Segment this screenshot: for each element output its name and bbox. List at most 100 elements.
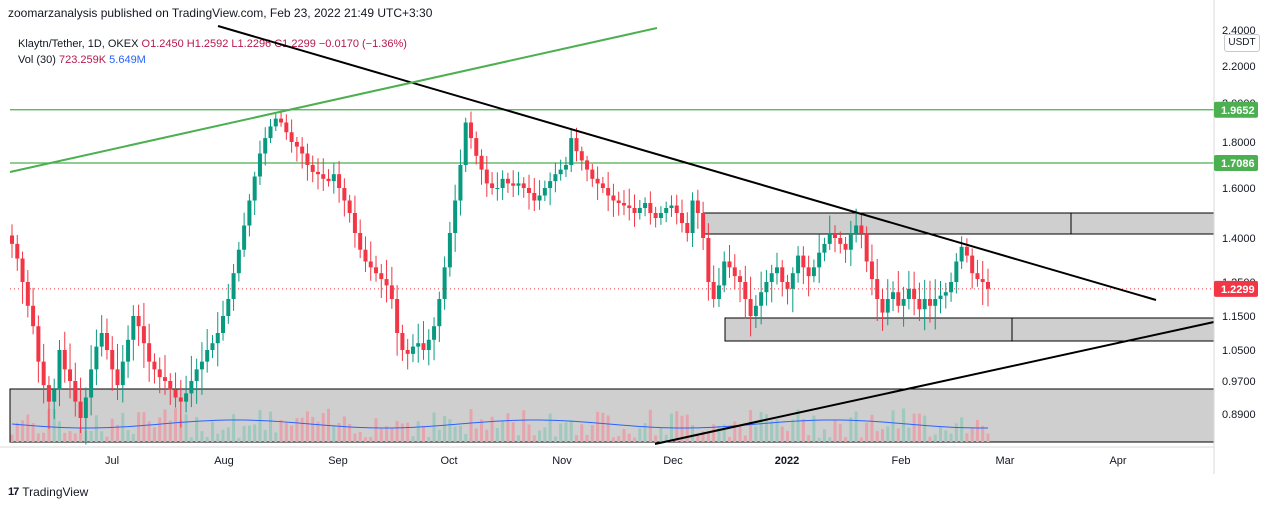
volume-bar bbox=[210, 421, 214, 442]
volume-bar bbox=[939, 426, 943, 442]
candle-body bbox=[400, 333, 405, 350]
volume-bar bbox=[501, 420, 505, 442]
candle-body bbox=[152, 361, 157, 370]
volume-bar bbox=[163, 409, 167, 442]
volume-bar bbox=[358, 431, 362, 442]
candle-body bbox=[147, 343, 152, 362]
volume-bar bbox=[622, 429, 626, 442]
candle-body bbox=[548, 181, 553, 188]
volume-bar bbox=[73, 433, 77, 442]
candle-body bbox=[854, 225, 859, 233]
volume-bar bbox=[875, 431, 879, 442]
volume-bar bbox=[305, 411, 309, 442]
candle-body bbox=[368, 261, 373, 268]
trendlines bbox=[9, 25, 1215, 445]
volume-bar bbox=[775, 419, 779, 442]
candle-body bbox=[848, 233, 853, 250]
symbol-label[interactable]: Klaytn/Tether, 1D, OKEX bbox=[18, 38, 139, 50]
volume-bar bbox=[321, 413, 325, 442]
y-tick-label: 2.4000 bbox=[1222, 25, 1256, 37]
volume-bar bbox=[31, 423, 35, 442]
volume-bar bbox=[822, 429, 826, 442]
volume-bar bbox=[406, 422, 410, 442]
volume-bar bbox=[891, 410, 895, 442]
candle-body bbox=[432, 326, 437, 340]
candle-body bbox=[294, 142, 299, 147]
candle-body bbox=[711, 282, 716, 299]
y-tick-label: 2.2000 bbox=[1222, 61, 1256, 73]
candle-body bbox=[68, 369, 73, 381]
candle-body bbox=[869, 261, 874, 280]
volume-bar bbox=[490, 416, 494, 442]
volume-bar bbox=[975, 419, 979, 442]
candle-body bbox=[141, 326, 146, 344]
axes: 2.40002.20002.00001.80001.60001.40001.25… bbox=[0, 0, 1258, 474]
volume-bar bbox=[469, 409, 473, 442]
candle-body bbox=[31, 305, 36, 327]
candle-body bbox=[864, 233, 869, 262]
volume-bar bbox=[131, 434, 135, 442]
volume-bar bbox=[269, 411, 273, 442]
volume-bar bbox=[865, 422, 869, 442]
x-tick-label: Nov bbox=[552, 455, 572, 467]
candle-body bbox=[785, 282, 790, 289]
price-label-text: 1.7086 bbox=[1221, 158, 1255, 170]
volume-bar bbox=[981, 425, 985, 442]
candle-body bbox=[194, 369, 199, 381]
candle-body bbox=[801, 255, 806, 268]
candle-body bbox=[189, 381, 194, 394]
y-tick-label: 0.9700 bbox=[1222, 376, 1256, 388]
candle-body bbox=[347, 200, 352, 213]
volume-bar bbox=[727, 437, 731, 442]
candle-body bbox=[621, 203, 626, 206]
volume-bar bbox=[833, 419, 837, 442]
candle-body bbox=[680, 213, 685, 223]
y-tick-label: 1.8000 bbox=[1222, 137, 1256, 149]
candle-body bbox=[685, 223, 690, 233]
volume-bar bbox=[569, 420, 573, 442]
candle-body bbox=[753, 305, 758, 316]
footer-brand[interactable]: 17 TradingView bbox=[8, 485, 88, 499]
volume-bar bbox=[184, 414, 188, 442]
currency-badge[interactable]: USDT bbox=[1224, 34, 1260, 52]
volume-label[interactable]: Vol (30) bbox=[18, 54, 56, 66]
candle-body bbox=[648, 203, 653, 213]
volume-bar bbox=[548, 413, 552, 442]
candle-body bbox=[521, 183, 526, 188]
volume-box-layer bbox=[9, 388, 1215, 443]
candle-body bbox=[236, 249, 241, 274]
volume-bar bbox=[859, 437, 863, 442]
x-tick-label: Oct bbox=[440, 455, 457, 467]
candle-body bbox=[273, 118, 278, 127]
candle-body bbox=[938, 295, 943, 299]
volume-bar bbox=[801, 418, 805, 442]
volume-bar bbox=[216, 433, 220, 442]
candle-body bbox=[949, 282, 954, 293]
volume-bar bbox=[168, 420, 172, 442]
candle-body bbox=[83, 397, 88, 418]
volume-bar bbox=[970, 428, 974, 442]
x-tick-label: Mar bbox=[996, 455, 1015, 467]
candle-body bbox=[447, 233, 452, 268]
candle-body bbox=[437, 299, 442, 327]
volume-bar bbox=[886, 426, 890, 442]
volume-bar bbox=[474, 428, 478, 442]
volume-bar bbox=[780, 426, 784, 442]
candle-body bbox=[257, 153, 262, 177]
volume-bar bbox=[348, 423, 352, 442]
ascending-trendline bbox=[654, 321, 1215, 445]
price-label-text: 1.2299 bbox=[1221, 284, 1255, 296]
candle-body bbox=[527, 188, 532, 193]
volume-bar bbox=[590, 425, 594, 442]
candle-body bbox=[73, 381, 78, 402]
candle-body bbox=[817, 252, 822, 268]
candle-body bbox=[57, 350, 62, 390]
volume-bar bbox=[485, 429, 489, 442]
volume-bar bbox=[369, 436, 373, 442]
price-label-text: 1.9652 bbox=[1221, 105, 1255, 117]
candle-body bbox=[389, 285, 394, 299]
candle-body bbox=[774, 267, 779, 274]
candle-body bbox=[701, 213, 706, 238]
candle-body bbox=[885, 299, 890, 313]
